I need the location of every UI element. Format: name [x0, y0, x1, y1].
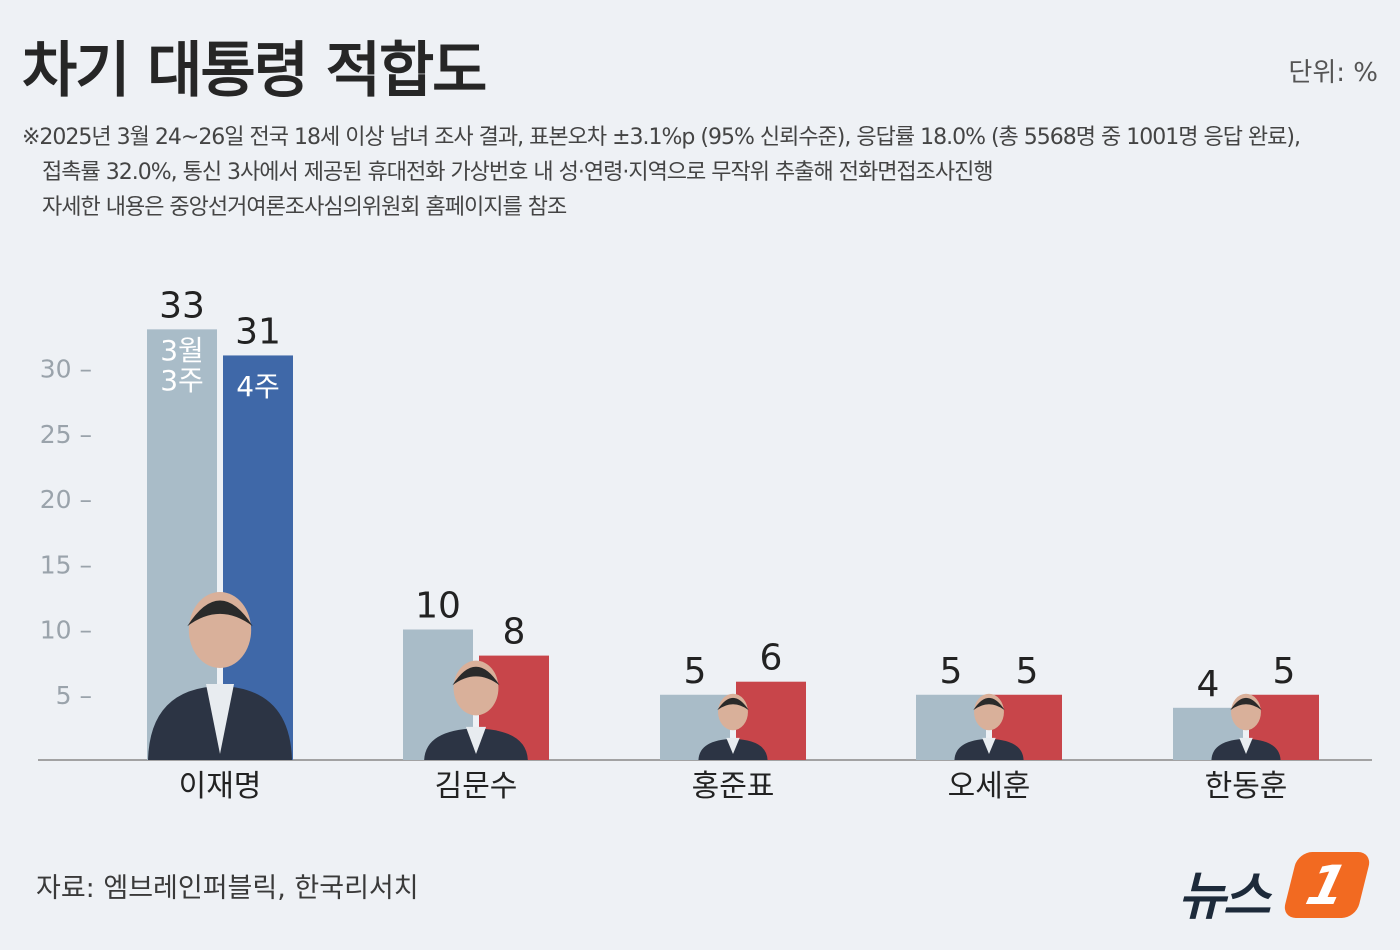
- portrait-shirt: [982, 737, 996, 754]
- value-label: 5: [1016, 651, 1039, 692]
- news1-logo: 뉴스 1: [1178, 850, 1373, 927]
- value-label: 5: [1273, 651, 1296, 692]
- source-note: 자료: 엠브레인퍼블릭, 한국리서치: [36, 873, 419, 904]
- category-label: 오세훈: [948, 769, 1031, 804]
- chart-title: 차기 대통령 적합도: [22, 36, 487, 106]
- survey-note-line: ※2025년 3월 24~26일 전국 18세 이상 남녀 조사 결과, 표본오…: [22, 125, 1301, 150]
- y-tick-label: 20 –: [40, 485, 92, 514]
- category-label: 이재명: [179, 769, 262, 804]
- portrait-shirt: [1239, 737, 1253, 754]
- value-label: 6: [760, 638, 783, 679]
- y-tick-label: 30 –: [40, 355, 92, 384]
- series-label-prev: 3월: [160, 334, 204, 367]
- portrait-hair: [1230, 697, 1262, 711]
- unit-label: 단위: %: [1288, 58, 1378, 88]
- value-label: 5: [684, 651, 707, 692]
- portrait-hair: [973, 697, 1005, 711]
- value-label: 31: [235, 311, 281, 352]
- category-label: 한동훈: [1205, 769, 1288, 804]
- category-label: 김문수: [435, 769, 518, 804]
- series-label-curr: 4주: [236, 370, 280, 403]
- y-tick-label: 15 –: [40, 550, 92, 579]
- y-tick-label: 10 –: [40, 616, 92, 645]
- value-label: 5: [940, 651, 963, 692]
- portrait-shirt: [726, 737, 740, 754]
- y-tick-label: 5 –: [56, 681, 92, 710]
- value-label: 10: [415, 586, 461, 627]
- series-label-prev: 3주: [160, 364, 204, 397]
- portrait-shirt: [465, 726, 487, 754]
- portrait-hair: [187, 600, 253, 627]
- value-label: 4: [1197, 664, 1220, 705]
- y-tick-label: 25 –: [40, 420, 92, 449]
- portrait-hair: [452, 666, 500, 686]
- category-label: 홍준표: [692, 769, 775, 804]
- survey-notes: ※2025년 3월 24~26일 전국 18세 이상 남녀 조사 결과, 표본오…: [22, 120, 1382, 225]
- value-label: 33: [159, 285, 205, 326]
- portrait-hair: [717, 697, 749, 711]
- survey-note-line: 접촉률 32.0%, 통신 3사에서 제공된 휴대전화 가상번호 내 성·연령·…: [42, 160, 994, 185]
- portrait-shirt: [206, 684, 234, 754]
- value-label: 8: [503, 612, 526, 653]
- survey-note-line: 자세한 내용은 중앙선거여론조사심의위원회 홈페이지를 참조: [42, 195, 567, 220]
- logo-mark: 1: [1281, 852, 1373, 918]
- logo-text: 뉴스: [1178, 867, 1271, 927]
